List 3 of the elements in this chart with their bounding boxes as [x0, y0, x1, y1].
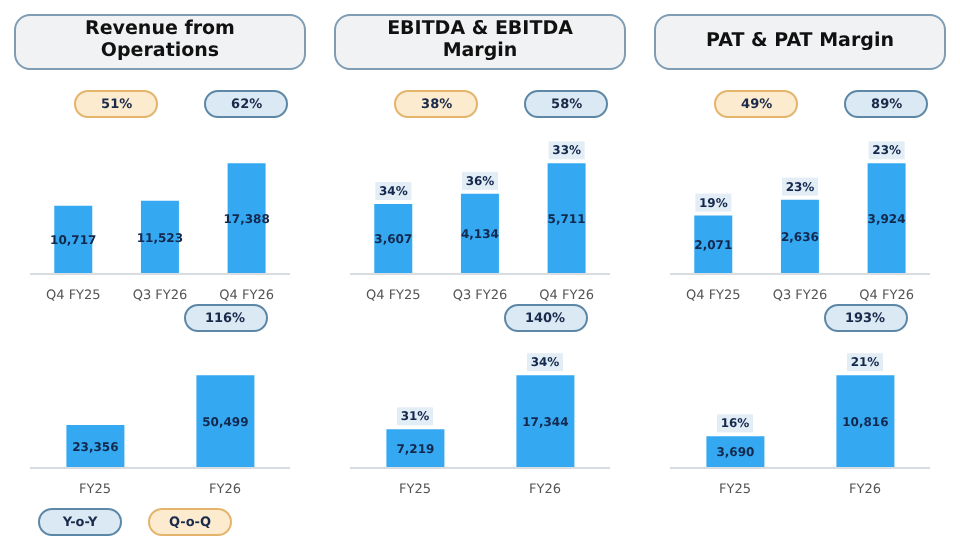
- chart-title: Revenue from Operations: [83, 18, 237, 64]
- chart-title: EBITDA & EBITDA Margin: [385, 18, 575, 64]
- chart-title: PAT & PAT Margin: [706, 29, 894, 53]
